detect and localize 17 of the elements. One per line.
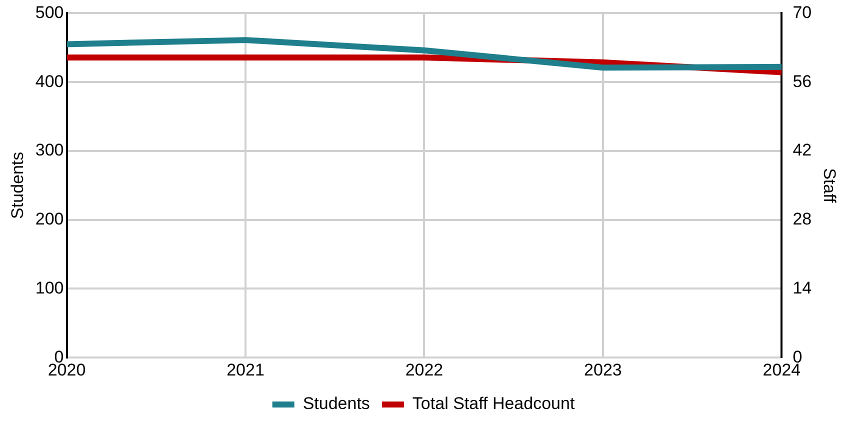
y-axis-title: Students [8,152,27,219]
y-tick-label: 100 [35,278,64,298]
x-tick-label: 2023 [584,360,622,380]
y2-tick-label: 42 [792,140,812,160]
legend-label: Total Staff Headcount [412,394,575,414]
x-tick-label: 2021 [226,360,264,380]
y-tick-label: 500 [35,2,64,22]
x-tick-label: 2022 [405,360,444,380]
y-tick-label: 300 [35,140,64,160]
y-tick-label: 400 [35,72,64,91]
y2-axis-title: Staff [820,168,840,204]
y2-tick-label: 56 [792,72,812,91]
y-tick-label: 200 [35,210,64,229]
y2-tick-label: 70 [792,2,812,22]
legend-label: Students [302,394,370,414]
y2-tick-label: 14 [792,278,812,298]
y2-tick-label: 28 [792,210,812,229]
